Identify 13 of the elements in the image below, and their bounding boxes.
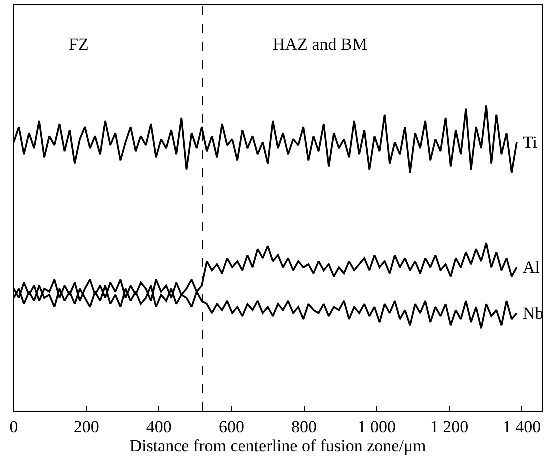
- x-tick-label: 400: [146, 418, 172, 436]
- x-tick-label: 0: [10, 418, 18, 436]
- x-tick-label: 1 400: [502, 418, 542, 436]
- text: HAZ and BM: [273, 35, 368, 54]
- series-label: Ti: [523, 133, 538, 152]
- x-tick-label: 1 000: [358, 418, 396, 436]
- x-tick-label: 1 200: [430, 418, 469, 436]
- series-label: Al: [523, 258, 540, 277]
- x-axis-title: Distance from centerline of fusion zone/μm: [130, 436, 426, 456]
- x-tick-label: 600: [218, 418, 244, 436]
- text: FZ: [69, 35, 89, 54]
- x-tick-label: 200: [74, 418, 100, 436]
- x-tick-label: 800: [292, 418, 318, 436]
